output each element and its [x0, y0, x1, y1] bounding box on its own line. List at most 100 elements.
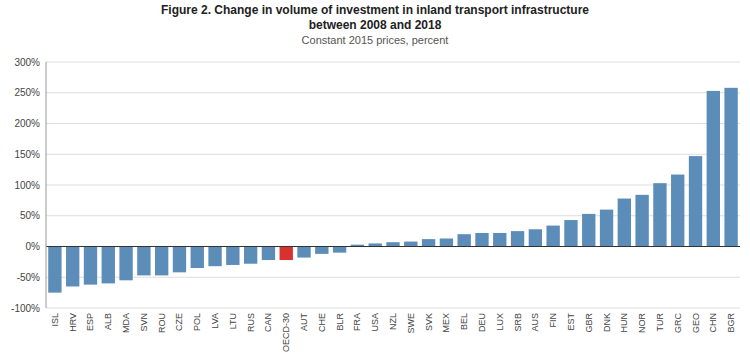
x-tick-label: SVN — [139, 313, 149, 332]
y-axis — [46, 62, 47, 308]
bar — [208, 247, 221, 267]
x-tick-label: RUS — [246, 313, 256, 332]
x-tick-label: ALB — [103, 313, 113, 330]
x-tick-label: ISL — [50, 313, 60, 327]
y-tick-label: 0% — [26, 241, 41, 252]
bar — [511, 231, 524, 246]
bar — [119, 247, 132, 281]
x-tick-label: CHE — [317, 313, 327, 332]
bar — [618, 199, 631, 247]
x-tick-label: LUX — [495, 313, 505, 331]
bar — [564, 220, 577, 246]
y-tick-label: 150% — [14, 149, 40, 160]
bar — [404, 242, 417, 247]
subtitle: Constant 2015 prices, percent — [302, 34, 449, 46]
grid-line — [46, 62, 740, 63]
x-tick-label: LVA — [210, 313, 220, 329]
x-tick-label: FRA — [352, 313, 362, 331]
x-tick-label: DNK — [602, 313, 612, 332]
bar — [600, 210, 613, 247]
bar — [386, 242, 399, 246]
bar — [315, 247, 328, 254]
bar — [458, 234, 471, 246]
bar — [66, 247, 79, 287]
x-tick-label: TUR — [655, 313, 665, 332]
x-tick-label: BEL — [459, 313, 469, 330]
x-tick-label: DEU — [477, 313, 487, 332]
bar — [137, 247, 150, 276]
x-tick-label: CZE — [174, 313, 184, 331]
x-tick-label: HUN — [619, 313, 629, 333]
grid-line — [46, 92, 740, 93]
bar — [297, 247, 310, 258]
grid — [46, 62, 740, 308]
x-tick-label: SWE — [406, 313, 416, 334]
bar — [422, 239, 435, 246]
title: between 2008 and 2018 — [309, 18, 442, 32]
bar — [102, 247, 115, 284]
title: Figure 2. Change in volume of investment… — [161, 3, 589, 17]
x-tick-label: CAN — [263, 313, 273, 332]
bar — [226, 247, 239, 265]
bar — [280, 247, 293, 261]
bar — [493, 233, 506, 247]
x-tick-label: OECD-30 — [281, 313, 291, 352]
grid-line — [46, 185, 740, 186]
bar — [653, 183, 666, 246]
x-tick-label: BLR — [335, 313, 345, 331]
bar — [333, 247, 346, 253]
x-tick-label: ESP — [85, 313, 95, 331]
bar — [84, 247, 97, 285]
x-tick-label: SVK — [424, 313, 434, 331]
grid-line — [46, 246, 740, 247]
bar — [582, 214, 595, 247]
x-tick-label: USA — [370, 313, 380, 332]
bar — [546, 226, 559, 247]
bar — [475, 233, 488, 247]
x-tick-label: FIN — [548, 313, 558, 328]
bar — [191, 247, 204, 269]
x-tick-label: MDA — [121, 313, 131, 333]
x-tick-label: LTU — [228, 313, 238, 329]
x-tick-label: NZL — [388, 313, 398, 330]
x-tick-label: AUS — [530, 313, 540, 332]
bar — [529, 229, 542, 246]
grid-line — [46, 123, 740, 124]
bar — [707, 91, 720, 247]
chart: Figure 2. Change in volume of investment… — [0, 0, 750, 358]
y-tick-label: 250% — [14, 87, 40, 98]
y-tick-label: -100% — [11, 303, 40, 314]
x-tick-label: EST — [566, 313, 576, 331]
y-tick-label: 50% — [20, 210, 40, 221]
y-tick-label: 100% — [14, 180, 40, 191]
bar — [724, 88, 737, 247]
bar — [440, 239, 453, 247]
x-tick-label: AUT — [299, 312, 309, 331]
bar — [244, 247, 257, 264]
x-tick-label: GEO — [691, 313, 701, 333]
bar — [635, 195, 648, 247]
x-tick-label: NOR — [637, 313, 647, 334]
bar — [155, 247, 168, 276]
bar — [173, 247, 186, 273]
y-tick-label: 200% — [14, 118, 40, 129]
x-tick-label: POL — [192, 313, 202, 331]
x-tick-label: MEX — [441, 313, 451, 333]
grid-line — [46, 154, 740, 155]
x-tick-label: CHN — [708, 313, 718, 333]
bar — [689, 156, 702, 246]
x-tick-label: HRV — [68, 313, 78, 332]
bar — [262, 247, 275, 261]
bar — [671, 175, 684, 247]
x-tick-label: BGR — [726, 313, 736, 333]
bars — [48, 88, 738, 293]
bar — [48, 247, 61, 293]
zero-line — [46, 246, 740, 247]
y-tick-label: 300% — [14, 57, 40, 68]
x-tick-label: GBR — [584, 313, 594, 333]
x-tick-label: GRC — [673, 313, 683, 334]
x-tick-label: SRB — [513, 313, 523, 332]
y-tick-label: -50% — [17, 272, 40, 283]
grid-line — [46, 277, 740, 278]
x-tick-label: ROU — [157, 313, 167, 333]
